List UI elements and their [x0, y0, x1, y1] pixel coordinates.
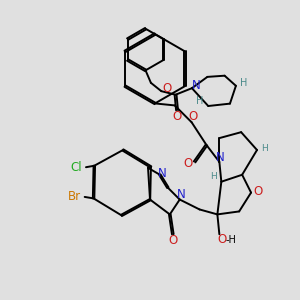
Text: N: N	[176, 188, 185, 201]
Text: N: N	[216, 151, 225, 164]
Text: O: O	[218, 233, 227, 246]
Text: H: H	[261, 144, 268, 153]
Text: H: H	[210, 172, 216, 181]
Text: -H: -H	[225, 235, 236, 245]
Text: O: O	[188, 110, 198, 123]
Text: O: O	[183, 157, 193, 170]
Text: H: H	[196, 96, 204, 106]
Text: O: O	[162, 82, 171, 95]
Text: N: N	[158, 167, 167, 180]
Text: O: O	[168, 234, 177, 247]
Text: O: O	[253, 184, 262, 198]
Text: H: H	[240, 78, 247, 88]
Text: N: N	[192, 79, 201, 92]
Text: Cl: Cl	[71, 161, 82, 174]
Text: O: O	[172, 110, 182, 123]
Text: Br: Br	[68, 190, 81, 202]
